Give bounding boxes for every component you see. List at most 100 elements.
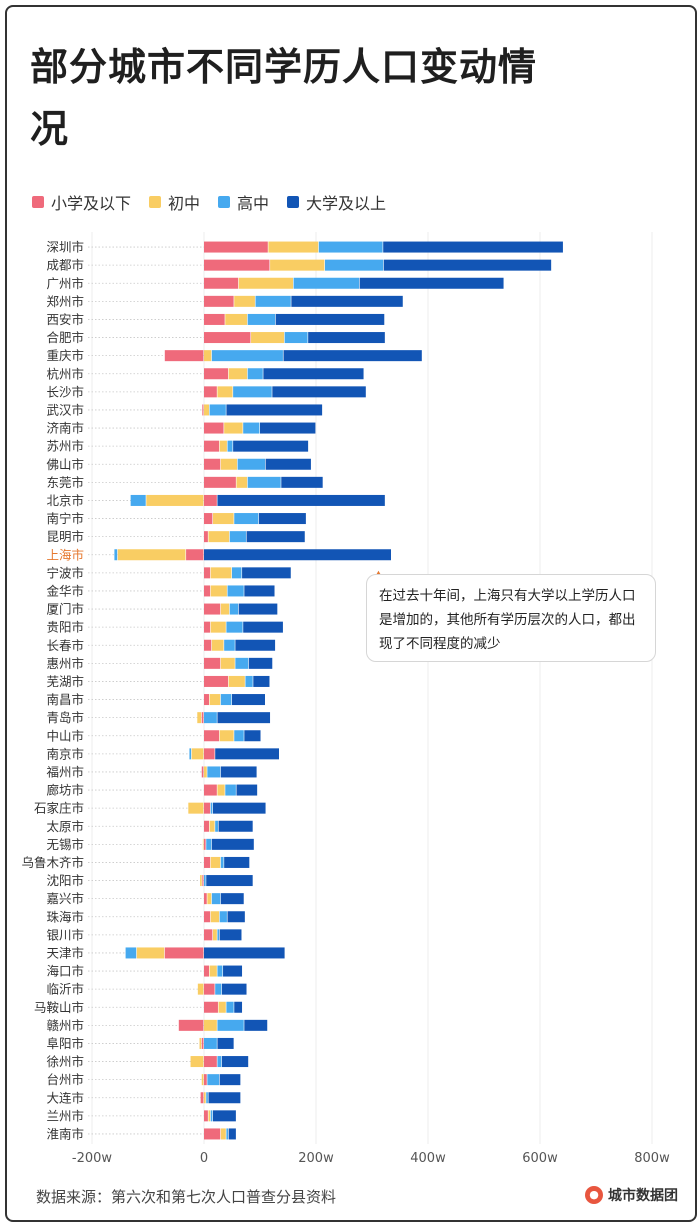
category-label: 厦门市 — [46, 602, 84, 617]
bar-segment — [204, 983, 215, 995]
bar-segment — [200, 875, 202, 887]
bar-segment — [208, 531, 230, 543]
bar-segment — [383, 241, 563, 253]
bar-segment — [201, 766, 204, 778]
bar-segment — [244, 730, 261, 742]
bar-segment — [212, 513, 234, 525]
bar-segment — [224, 639, 235, 651]
bar-segment — [283, 350, 422, 362]
bar-segment — [189, 748, 192, 760]
bar-segment — [204, 730, 220, 742]
bar-segment — [268, 241, 319, 253]
category-label: 广州市 — [46, 276, 84, 291]
category-label: 成都市 — [46, 258, 84, 273]
legend-label-senior: 高中 — [237, 194, 270, 213]
bar-segment — [220, 603, 230, 615]
bar-segment — [210, 585, 227, 597]
bar-segment — [208, 1092, 241, 1104]
bar-segment — [204, 1128, 221, 1140]
bar-segment — [204, 422, 224, 434]
bar-segment — [188, 802, 204, 814]
x-tick-label: 0 — [200, 1151, 208, 1166]
bar-segment — [204, 1092, 206, 1104]
category-label: 济南市 — [46, 421, 84, 436]
bar-segment — [164, 947, 204, 959]
bar-segment — [204, 1110, 208, 1122]
category-label: 廊坊市 — [46, 783, 84, 798]
bar-segment — [204, 929, 213, 941]
bar-segment — [136, 947, 165, 959]
bar-segment — [210, 1110, 213, 1122]
bar-segment — [235, 657, 249, 669]
bar-segment — [228, 1128, 236, 1140]
category-label: 南宁市 — [46, 511, 84, 526]
bar-segment — [253, 675, 270, 687]
bar-segment — [218, 1001, 226, 1013]
bar-segment — [125, 947, 137, 959]
bar-segment — [217, 1037, 234, 1049]
bar-segment — [200, 1092, 204, 1104]
bar-segment — [229, 603, 239, 615]
bar-segment — [220, 657, 235, 669]
bar-segment — [217, 1019, 244, 1031]
legend: 小学及以下 初中 高中 大学及以上 — [32, 190, 386, 214]
bar-segment — [232, 567, 242, 579]
bar-segment — [204, 277, 239, 289]
bar-segment — [206, 875, 253, 887]
bar-segment — [204, 838, 206, 850]
category-label: 中山市 — [46, 728, 84, 743]
bar-segment — [204, 766, 207, 778]
bar-segment — [114, 549, 118, 561]
category-label: 西安市 — [46, 312, 84, 327]
category-label: 昆明市 — [46, 529, 84, 544]
bar-segment — [191, 748, 204, 760]
bar-segment — [204, 549, 391, 561]
bar-segment — [245, 675, 253, 687]
bar-segment — [281, 476, 323, 488]
bar-segment — [246, 531, 305, 543]
bar-segment — [117, 549, 186, 561]
bar-segment — [204, 295, 234, 307]
category-label: 马鞍山市 — [34, 1000, 84, 1015]
category-label: 海口市 — [46, 964, 84, 979]
legend-item-college: 大学及以上 — [287, 190, 386, 214]
legend-item-primary: 小学及以下 — [32, 190, 131, 214]
bar-segment — [204, 494, 217, 506]
bar-segment — [226, 404, 323, 416]
bar-segment — [204, 748, 215, 760]
bar-segment — [233, 386, 272, 398]
bar-segment — [229, 531, 246, 543]
bar-segment — [204, 440, 220, 452]
bar-segment — [210, 911, 220, 923]
category-label: 金华市 — [46, 583, 84, 598]
bar-segment — [236, 784, 258, 796]
category-label: 嘉兴市 — [46, 891, 84, 906]
bar-segment — [206, 838, 212, 850]
bar-segment — [207, 893, 212, 905]
bar-segment — [215, 983, 222, 995]
category-label: 长春市 — [46, 638, 84, 653]
bar-segment — [232, 694, 265, 706]
bar-segment — [248, 657, 273, 669]
bar-segment — [324, 259, 384, 271]
bar-segment — [197, 983, 204, 995]
bar-segment — [204, 893, 207, 905]
bar-segment — [204, 947, 285, 959]
legend-item-senior: 高中 — [218, 190, 269, 214]
bar-segment — [211, 893, 221, 905]
category-label: 南京市 — [46, 746, 84, 761]
chart-title: 部分城市不同学历人口变动情况 — [30, 45, 538, 151]
bar-segment — [226, 621, 243, 633]
bar-segment — [202, 875, 204, 887]
bar-segment — [234, 1001, 243, 1013]
category-label: 北京市 — [46, 493, 84, 508]
x-tick-label: -200w — [72, 1151, 113, 1166]
bar-segment — [270, 259, 325, 271]
bar-segment — [204, 856, 211, 868]
bar-segment — [227, 440, 233, 452]
bar-segment — [219, 929, 242, 941]
category-label: 宁波市 — [46, 565, 84, 580]
category-label: 徐州市 — [46, 1054, 84, 1069]
bar-segment — [291, 295, 403, 307]
bar-segment — [204, 404, 209, 416]
